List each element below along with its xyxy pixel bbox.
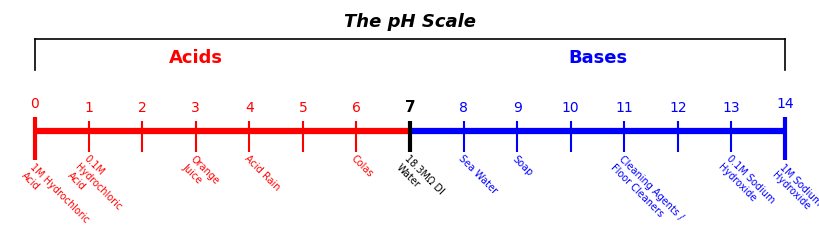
Text: 11: 11: [615, 101, 632, 115]
Text: 8: 8: [459, 101, 468, 115]
Text: 0.1M
Hydrochloric
Acid: 0.1M Hydrochloric Acid: [65, 154, 132, 221]
Text: Soap: Soap: [509, 154, 534, 178]
Text: 5: 5: [298, 101, 307, 115]
Text: 1: 1: [84, 101, 93, 115]
Text: 18.3MΩ DI
Water: 18.3MΩ DI Water: [394, 154, 446, 205]
Text: 9: 9: [512, 101, 521, 115]
Text: 4: 4: [245, 101, 253, 115]
Text: Acids: Acids: [169, 49, 223, 67]
Text: The pH Scale: The pH Scale: [344, 13, 475, 31]
Text: 1M Hydrochloric
Acid: 1M Hydrochloric Acid: [20, 162, 91, 233]
Text: 6: 6: [351, 101, 360, 115]
Text: 14: 14: [776, 97, 793, 111]
Text: Sea Water: Sea Water: [456, 154, 499, 196]
Text: 7: 7: [405, 100, 414, 115]
Text: 12: 12: [668, 101, 686, 115]
Text: Orange
Juice: Orange Juice: [180, 154, 221, 194]
Text: 0: 0: [30, 97, 39, 111]
Text: 2: 2: [138, 101, 147, 115]
Text: 13: 13: [722, 101, 740, 115]
Text: 10: 10: [561, 101, 579, 115]
Text: Bases: Bases: [568, 49, 627, 67]
Text: Cleaning Agents /
Floor Cleaners: Cleaning Agents / Floor Cleaners: [609, 154, 685, 230]
Text: 1M Sodium
Hydroxide: 1M Sodium Hydroxide: [769, 162, 819, 216]
Text: 0.1M Sodium
Hydroxide: 0.1M Sodium Hydroxide: [715, 154, 776, 214]
Text: Acid Rain: Acid Rain: [242, 154, 281, 193]
Text: Colas: Colas: [349, 154, 375, 180]
Text: 3: 3: [191, 101, 200, 115]
